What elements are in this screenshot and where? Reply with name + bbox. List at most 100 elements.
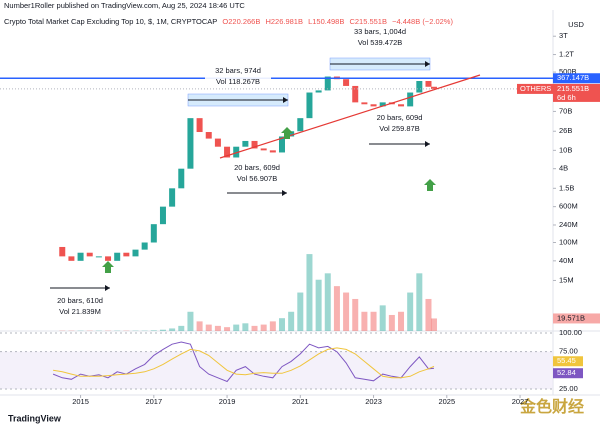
volume-bar — [343, 292, 350, 331]
y-tick-label: 15M — [559, 275, 574, 284]
series-name: OTHERS — [520, 84, 551, 93]
x-tick-label: 2019 — [219, 397, 236, 406]
trendline — [219, 74, 481, 159]
y-tick-label: 10B — [559, 145, 572, 154]
volume-bar — [425, 298, 432, 331]
volume-bar — [278, 318, 285, 331]
ohlc: H226.981B — [265, 17, 303, 26]
volume-bar — [388, 314, 395, 331]
y-tick-label: 100M — [559, 237, 578, 246]
volume-bar — [416, 273, 423, 331]
series-name-tag — [517, 83, 553, 94]
volume-bar — [352, 298, 359, 331]
measure-box — [205, 65, 271, 88]
volume-bar — [187, 311, 194, 331]
x-tick-label: 2025 — [438, 397, 455, 406]
candle-body — [59, 246, 66, 257]
arrow-head — [282, 190, 287, 196]
green-arrow — [281, 127, 293, 139]
y-tick-label: 70B — [559, 106, 572, 115]
measure-text: 20 bars, 609d — [377, 113, 423, 122]
rsi-tick-label: 75.00 — [559, 347, 578, 356]
arrow-head — [425, 61, 430, 67]
measure-text: 33 bars, 1,004d — [354, 27, 406, 36]
candle-body — [398, 104, 405, 107]
candle-body — [214, 138, 221, 147]
volume-bar — [233, 324, 240, 331]
y-tick-label: 3T — [559, 31, 568, 40]
hline-label-text: 367.147B — [557, 73, 589, 82]
candle-body — [315, 90, 322, 93]
candle-body — [95, 256, 102, 258]
candle-body — [260, 148, 267, 151]
volume-bar — [169, 328, 176, 331]
candle-body — [224, 146, 231, 158]
measure-text: Vol 118.267B — [216, 77, 260, 86]
volume-bar — [306, 254, 313, 331]
volume-bar — [430, 318, 437, 331]
countdown: 6d 6h — [557, 93, 576, 102]
candle-body — [269, 150, 276, 153]
rsi-band — [0, 351, 553, 389]
candle-body — [105, 256, 112, 261]
candle-body — [169, 188, 176, 207]
rsi-tick-label: 100.00 — [559, 328, 582, 337]
candle-body — [416, 81, 423, 93]
volume-bar — [150, 330, 157, 331]
candle-body — [343, 79, 350, 86]
measure-text: Vol 56.907B — [237, 174, 277, 183]
volume-bar — [178, 325, 185, 331]
volume-bar — [407, 292, 414, 331]
y-tick-label: 1.5B — [559, 183, 574, 192]
currency: USD — [568, 20, 584, 29]
ohlc: −4.448B (−2.02%) — [392, 17, 453, 26]
candle-body — [114, 252, 121, 261]
volume-bar — [251, 325, 258, 331]
candle-body — [150, 224, 157, 243]
rsi-value-label: 52.84 — [557, 368, 576, 377]
candle-body — [251, 140, 258, 149]
candle-body — [324, 76, 331, 91]
symbol: Crypto Total Market Cap Excluding Top 10… — [4, 17, 218, 26]
measure-text: Vol 21.839M — [59, 307, 101, 316]
volume-bar — [288, 311, 295, 331]
candle-body — [425, 81, 432, 87]
y-tick-label: 26B — [559, 126, 572, 135]
measure-text: 32 bars, 974d — [215, 66, 261, 75]
ohlc: C215.551B — [349, 17, 387, 26]
y-tick-label: 500B — [559, 67, 577, 76]
arrow-head — [105, 285, 110, 291]
candle-body — [86, 252, 93, 257]
ohlc: L150.498B — [308, 17, 345, 26]
volume-bar — [159, 329, 166, 331]
arrow-head — [425, 141, 430, 147]
price-label-text: 215.551B — [557, 84, 589, 93]
measure-box — [366, 112, 433, 135]
volume-bar — [214, 325, 221, 331]
candle-body — [407, 92, 414, 107]
candle-body — [370, 104, 377, 107]
candle-body — [297, 118, 304, 132]
green-arrow — [102, 261, 114, 273]
volume-bar — [398, 311, 405, 331]
candle-body — [187, 118, 194, 169]
rsi-line — [53, 347, 435, 379]
x-tick-label: 2015 — [72, 397, 89, 406]
green-arrow — [424, 179, 436, 191]
candle-body — [288, 131, 295, 137]
symbol-line: Crypto Total Market Cap Excluding Top 10… — [4, 17, 456, 26]
volume-bar — [315, 279, 322, 331]
x-tick-label: 2021 — [292, 397, 309, 406]
hline-price-label — [553, 73, 600, 84]
candle-body — [306, 92, 313, 119]
measure-box — [47, 295, 113, 318]
y-tick-label: 4B — [559, 164, 568, 173]
x-tick-label: 2023 — [365, 397, 382, 406]
rsi-value-label: 55.45 — [557, 356, 576, 365]
measure-text: Vol 539.472B — [358, 38, 403, 47]
rsi-value-tag — [553, 368, 583, 379]
measure-box — [347, 26, 413, 49]
x-tick-label: 2027 — [512, 397, 529, 406]
